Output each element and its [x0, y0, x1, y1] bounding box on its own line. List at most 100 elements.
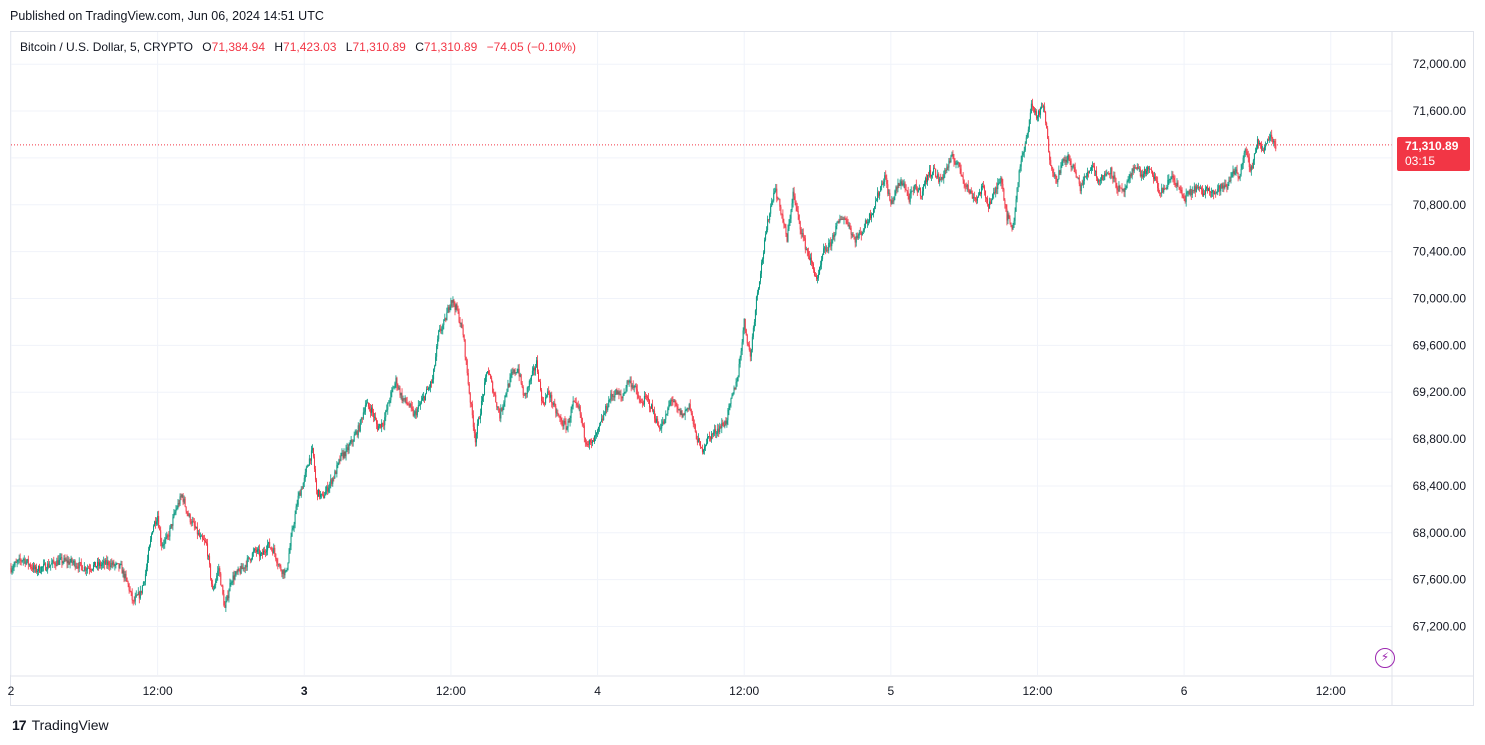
candle-body — [855, 235, 857, 243]
candle-body — [403, 398, 405, 400]
time-tick-label: 3 — [301, 684, 308, 698]
candle-body — [409, 403, 411, 407]
candle-body — [306, 466, 308, 468]
candle-body — [717, 428, 719, 434]
candle-body — [310, 450, 312, 461]
candle-body — [298, 492, 300, 496]
low-value: 71,310.89 — [352, 40, 406, 54]
candle-body — [575, 401, 577, 404]
candle-body — [459, 321, 461, 324]
candle-body — [1056, 179, 1058, 183]
candle-body — [262, 552, 264, 555]
candle-body — [606, 405, 608, 411]
candle-body — [666, 413, 668, 415]
candle-body — [383, 424, 385, 426]
candle-body — [226, 595, 228, 602]
candle-body — [974, 197, 976, 200]
candle-body — [281, 570, 283, 574]
candle-body — [1116, 187, 1118, 190]
candle-body — [730, 398, 732, 404]
candle-body — [1126, 181, 1128, 189]
candle-body — [468, 384, 470, 394]
candle-body — [176, 507, 178, 510]
time-tick-label: 12:00 — [436, 684, 466, 698]
candle-body — [614, 394, 616, 398]
candle-body — [353, 435, 355, 442]
close-label: C — [415, 40, 424, 54]
candle-body — [1062, 159, 1064, 161]
candle-body — [586, 444, 588, 445]
candle-body — [579, 406, 581, 415]
candle-body — [1136, 166, 1138, 169]
candle-body — [911, 190, 913, 192]
candle-body — [625, 387, 627, 393]
candle-body — [947, 166, 949, 168]
candle-body — [278, 564, 280, 566]
candle-body — [1273, 141, 1275, 143]
time-tick-label: 4 — [594, 684, 601, 698]
candle-body — [1259, 143, 1261, 145]
candle-body — [659, 427, 661, 429]
candle-body — [816, 275, 818, 279]
candle-body — [756, 292, 758, 297]
candle-body — [1232, 170, 1234, 174]
candle-body — [1213, 190, 1215, 195]
candle-body — [508, 383, 510, 387]
candle-body — [1074, 167, 1076, 173]
candle-body — [742, 330, 744, 343]
candle-body — [155, 521, 157, 525]
candle-body — [836, 223, 838, 226]
candle-body — [598, 426, 600, 431]
candle-body — [1169, 179, 1171, 181]
candle-body — [714, 429, 716, 433]
candle-body — [1227, 184, 1229, 189]
candle-body — [824, 247, 826, 249]
candle-body — [675, 402, 677, 407]
candle-body — [288, 553, 290, 563]
candle-body — [1117, 189, 1119, 191]
candle-body — [789, 218, 791, 223]
candle-body — [820, 264, 822, 268]
candle-body — [113, 561, 115, 566]
candle-body — [414, 411, 416, 414]
candle-body — [435, 356, 437, 366]
candle-body — [156, 521, 158, 525]
candle-body — [853, 236, 855, 240]
candle-body — [737, 376, 739, 382]
candle-body — [895, 187, 897, 191]
open-label: O — [202, 40, 212, 54]
candle-body — [241, 565, 243, 570]
time-tick-label: 12:00 — [1316, 684, 1346, 698]
candle-body — [1129, 174, 1131, 180]
candle-body — [826, 249, 828, 251]
candle-body — [883, 181, 885, 185]
candle-body — [72, 562, 74, 564]
candle-body — [849, 225, 851, 229]
candle-body — [134, 596, 136, 602]
candle-body — [583, 425, 585, 438]
candle-body — [812, 263, 814, 270]
candle-body — [293, 523, 295, 528]
candle-body — [767, 219, 769, 230]
candle-body — [1125, 188, 1127, 190]
candle-body — [407, 403, 409, 405]
candle-body — [461, 322, 463, 329]
candle-body — [1005, 204, 1007, 209]
candle-body — [650, 407, 652, 409]
candle-body — [754, 310, 756, 322]
candle-body — [86, 567, 88, 570]
candle-body — [757, 288, 759, 293]
candle-body — [178, 503, 180, 505]
candle-body — [607, 407, 609, 411]
candle-body — [981, 186, 983, 187]
candle-body — [1172, 175, 1174, 178]
candle-body — [1219, 185, 1221, 192]
lightning-icon[interactable]: ⚡ — [1375, 648, 1395, 668]
candle-body — [458, 311, 460, 322]
candle-body — [1261, 144, 1263, 151]
candle-body — [238, 568, 240, 571]
high-value: 71,423.03 — [283, 40, 337, 54]
candle-body — [910, 191, 912, 194]
candle-body — [128, 584, 130, 591]
